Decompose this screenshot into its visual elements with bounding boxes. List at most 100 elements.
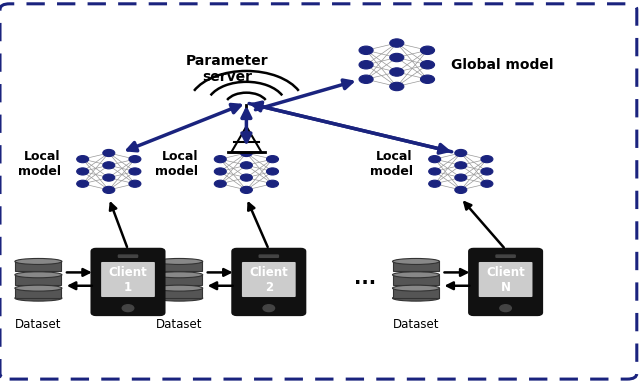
Circle shape: [103, 149, 115, 157]
Text: Client
1: Client 1: [109, 266, 147, 294]
Circle shape: [481, 168, 493, 175]
Circle shape: [241, 162, 252, 169]
FancyArrowPatch shape: [242, 109, 251, 142]
Polygon shape: [15, 288, 61, 298]
Circle shape: [77, 180, 89, 187]
Polygon shape: [156, 275, 202, 285]
Text: Client
2: Client 2: [250, 266, 288, 294]
Circle shape: [241, 186, 252, 194]
FancyArrowPatch shape: [67, 269, 89, 276]
Circle shape: [455, 186, 467, 194]
Ellipse shape: [392, 285, 440, 291]
FancyArrowPatch shape: [211, 282, 233, 289]
FancyBboxPatch shape: [496, 255, 515, 257]
Circle shape: [214, 155, 227, 163]
Polygon shape: [156, 288, 202, 298]
Circle shape: [266, 180, 278, 187]
FancyBboxPatch shape: [259, 255, 278, 257]
Circle shape: [481, 180, 493, 187]
Circle shape: [359, 75, 373, 83]
Circle shape: [103, 162, 115, 169]
Circle shape: [455, 149, 467, 157]
Text: Client
N: Client N: [486, 266, 525, 294]
Ellipse shape: [156, 258, 203, 264]
Circle shape: [429, 180, 441, 187]
Text: Dataset: Dataset: [156, 318, 202, 331]
Circle shape: [390, 53, 404, 62]
Circle shape: [266, 155, 278, 163]
Circle shape: [390, 39, 404, 47]
Ellipse shape: [15, 285, 62, 291]
FancyBboxPatch shape: [118, 255, 138, 257]
FancyBboxPatch shape: [242, 262, 296, 297]
Ellipse shape: [15, 258, 62, 264]
Ellipse shape: [15, 295, 62, 301]
Circle shape: [420, 46, 435, 54]
Circle shape: [129, 155, 141, 163]
Polygon shape: [15, 261, 61, 271]
FancyBboxPatch shape: [101, 262, 155, 297]
FancyBboxPatch shape: [232, 249, 305, 315]
Text: Dataset: Dataset: [15, 318, 61, 331]
Circle shape: [103, 186, 115, 194]
Text: Parameter
server: Parameter server: [186, 54, 269, 84]
Text: Local
model: Local model: [18, 150, 61, 178]
Ellipse shape: [156, 272, 203, 278]
Text: ...: ...: [354, 269, 376, 288]
FancyArrowPatch shape: [444, 269, 467, 276]
FancyBboxPatch shape: [479, 262, 532, 297]
Circle shape: [390, 68, 404, 76]
Circle shape: [129, 180, 141, 187]
Text: Dataset: Dataset: [393, 318, 439, 331]
Polygon shape: [231, 126, 262, 152]
FancyArrowPatch shape: [465, 202, 504, 248]
Circle shape: [241, 174, 252, 181]
Circle shape: [429, 168, 441, 175]
Circle shape: [214, 168, 227, 175]
Circle shape: [122, 305, 134, 312]
Ellipse shape: [392, 272, 440, 278]
Polygon shape: [15, 275, 61, 285]
FancyArrowPatch shape: [248, 203, 268, 247]
FancyArrowPatch shape: [207, 269, 230, 276]
Circle shape: [129, 168, 141, 175]
Circle shape: [481, 155, 493, 163]
Polygon shape: [393, 261, 439, 271]
Ellipse shape: [156, 285, 203, 291]
Circle shape: [241, 149, 252, 157]
Polygon shape: [393, 275, 439, 285]
Circle shape: [103, 174, 115, 181]
Circle shape: [359, 61, 373, 69]
Circle shape: [77, 155, 89, 163]
Circle shape: [420, 75, 435, 83]
Circle shape: [77, 168, 89, 175]
Circle shape: [500, 305, 511, 312]
FancyArrowPatch shape: [70, 282, 92, 289]
FancyBboxPatch shape: [469, 249, 542, 315]
Polygon shape: [156, 261, 202, 271]
Circle shape: [263, 305, 275, 312]
Circle shape: [359, 46, 373, 54]
Polygon shape: [393, 288, 439, 298]
Text: Global model: Global model: [451, 58, 554, 72]
Ellipse shape: [15, 272, 62, 278]
FancyArrowPatch shape: [255, 80, 352, 110]
FancyArrowPatch shape: [128, 104, 240, 151]
Text: Local
model: Local model: [156, 150, 198, 178]
Circle shape: [455, 174, 467, 181]
Circle shape: [429, 155, 441, 163]
FancyArrowPatch shape: [447, 282, 470, 289]
FancyArrowPatch shape: [110, 203, 127, 247]
Text: Local
model: Local model: [370, 150, 413, 178]
Circle shape: [455, 162, 467, 169]
FancyArrowPatch shape: [253, 102, 452, 152]
Circle shape: [214, 180, 227, 187]
FancyArrowPatch shape: [249, 104, 448, 153]
Ellipse shape: [392, 295, 440, 301]
Ellipse shape: [392, 258, 440, 264]
Circle shape: [420, 61, 435, 69]
Circle shape: [266, 168, 278, 175]
FancyBboxPatch shape: [92, 249, 164, 315]
Circle shape: [390, 82, 404, 91]
Ellipse shape: [156, 295, 203, 301]
